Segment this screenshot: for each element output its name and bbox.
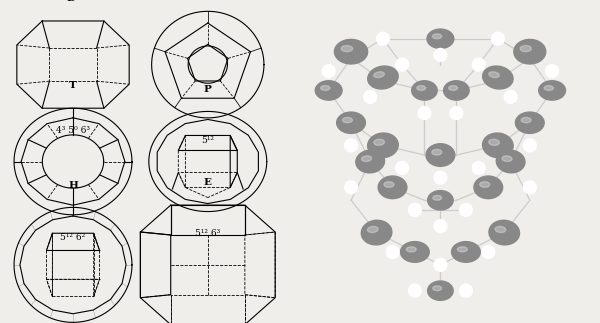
Ellipse shape	[502, 156, 512, 162]
Ellipse shape	[401, 242, 429, 262]
Ellipse shape	[362, 156, 371, 162]
Ellipse shape	[337, 112, 365, 133]
Text: 5¹² 6³: 5¹² 6³	[195, 229, 220, 238]
Circle shape	[434, 220, 447, 233]
Ellipse shape	[443, 81, 469, 100]
Circle shape	[504, 90, 517, 103]
Circle shape	[409, 203, 421, 216]
Ellipse shape	[539, 81, 566, 100]
Ellipse shape	[433, 34, 442, 39]
Text: D': D'	[67, 0, 79, 3]
Circle shape	[482, 245, 494, 258]
Ellipse shape	[378, 176, 407, 199]
Ellipse shape	[544, 86, 553, 90]
Ellipse shape	[521, 118, 531, 123]
Circle shape	[491, 32, 504, 45]
Ellipse shape	[489, 220, 520, 245]
Ellipse shape	[457, 247, 467, 252]
Circle shape	[418, 107, 431, 120]
Circle shape	[546, 65, 559, 78]
Ellipse shape	[515, 112, 544, 133]
Text: T: T	[69, 81, 77, 90]
Ellipse shape	[433, 286, 442, 291]
Ellipse shape	[520, 46, 532, 52]
Text: H: H	[68, 181, 78, 190]
Ellipse shape	[488, 139, 499, 145]
Ellipse shape	[315, 81, 342, 100]
Circle shape	[409, 284, 421, 297]
Ellipse shape	[482, 133, 513, 158]
Ellipse shape	[361, 220, 392, 245]
Ellipse shape	[514, 39, 546, 64]
Circle shape	[523, 139, 536, 152]
Circle shape	[434, 258, 447, 271]
Ellipse shape	[426, 144, 455, 166]
Ellipse shape	[482, 66, 513, 89]
Circle shape	[322, 65, 335, 78]
Ellipse shape	[433, 195, 442, 200]
Circle shape	[386, 245, 399, 258]
Ellipse shape	[406, 247, 416, 252]
Ellipse shape	[489, 72, 499, 78]
Text: 5¹²: 5¹²	[201, 136, 214, 145]
Circle shape	[472, 162, 485, 174]
Ellipse shape	[374, 139, 385, 145]
Ellipse shape	[449, 86, 458, 90]
Ellipse shape	[374, 72, 385, 78]
Ellipse shape	[496, 150, 525, 173]
Circle shape	[344, 181, 358, 194]
Circle shape	[450, 107, 463, 120]
Ellipse shape	[479, 182, 490, 187]
Text: 5¹² 6²: 5¹² 6²	[61, 233, 86, 242]
Ellipse shape	[343, 118, 352, 123]
Circle shape	[396, 162, 409, 174]
Ellipse shape	[428, 191, 453, 210]
Ellipse shape	[356, 150, 385, 173]
Ellipse shape	[320, 86, 330, 90]
Circle shape	[364, 90, 377, 103]
Circle shape	[460, 284, 472, 297]
Text: P: P	[204, 85, 212, 94]
Ellipse shape	[428, 281, 453, 300]
Circle shape	[472, 58, 485, 71]
Ellipse shape	[452, 242, 480, 262]
Circle shape	[523, 181, 536, 194]
Ellipse shape	[341, 46, 353, 52]
Circle shape	[460, 203, 472, 216]
Ellipse shape	[495, 226, 506, 233]
Ellipse shape	[427, 29, 454, 48]
Ellipse shape	[334, 39, 368, 64]
Ellipse shape	[368, 133, 398, 158]
Ellipse shape	[417, 86, 426, 90]
Circle shape	[377, 32, 389, 45]
Ellipse shape	[432, 149, 442, 155]
Circle shape	[396, 58, 409, 71]
Ellipse shape	[384, 182, 394, 187]
Text: 4³ 5⁰ 6³: 4³ 5⁰ 6³	[56, 126, 90, 135]
Text: E: E	[204, 178, 212, 187]
Ellipse shape	[367, 226, 378, 233]
Ellipse shape	[412, 81, 437, 100]
Ellipse shape	[368, 66, 398, 89]
Circle shape	[434, 48, 447, 61]
Circle shape	[344, 139, 358, 152]
Circle shape	[434, 171, 447, 184]
Ellipse shape	[474, 176, 503, 199]
